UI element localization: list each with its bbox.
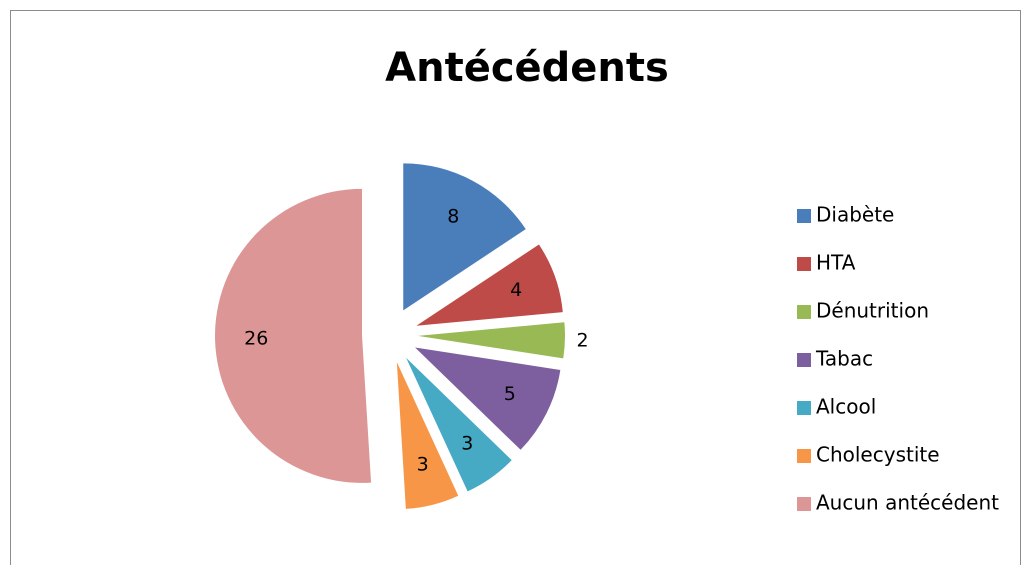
pie-slice	[415, 347, 561, 450]
data-label: 3	[417, 453, 429, 475]
pie-slice	[417, 322, 565, 359]
legend-label: HTA	[816, 251, 856, 275]
data-label: 26	[244, 328, 268, 350]
pie-slice	[406, 357, 512, 492]
pie-slice	[215, 188, 372, 483]
chart-title: Antécédents	[385, 45, 669, 91]
data-label: 4	[510, 279, 522, 301]
pie-slice	[416, 244, 563, 326]
legend-label: Alcool	[816, 395, 876, 419]
legend-label: Diabète	[816, 203, 894, 227]
legend-swatch	[797, 209, 811, 223]
legend-swatch	[797, 497, 811, 511]
legend-swatch	[797, 353, 811, 367]
pie-slice	[403, 163, 526, 311]
data-label: 5	[504, 383, 516, 405]
legend-label: Dénutrition	[816, 299, 929, 323]
data-label: 3	[461, 433, 473, 455]
legend-label: Tabac	[815, 347, 873, 371]
legend-label: Aucun antécédent	[816, 491, 999, 515]
legend-swatch	[797, 305, 811, 319]
data-label: 2	[577, 329, 589, 351]
legend-swatch	[797, 401, 811, 415]
legend-swatch	[797, 449, 811, 463]
legend-swatch	[797, 257, 811, 271]
data-label: 8	[447, 206, 459, 228]
legend-label: Cholecystite	[816, 443, 940, 467]
pie-slice	[396, 362, 459, 509]
